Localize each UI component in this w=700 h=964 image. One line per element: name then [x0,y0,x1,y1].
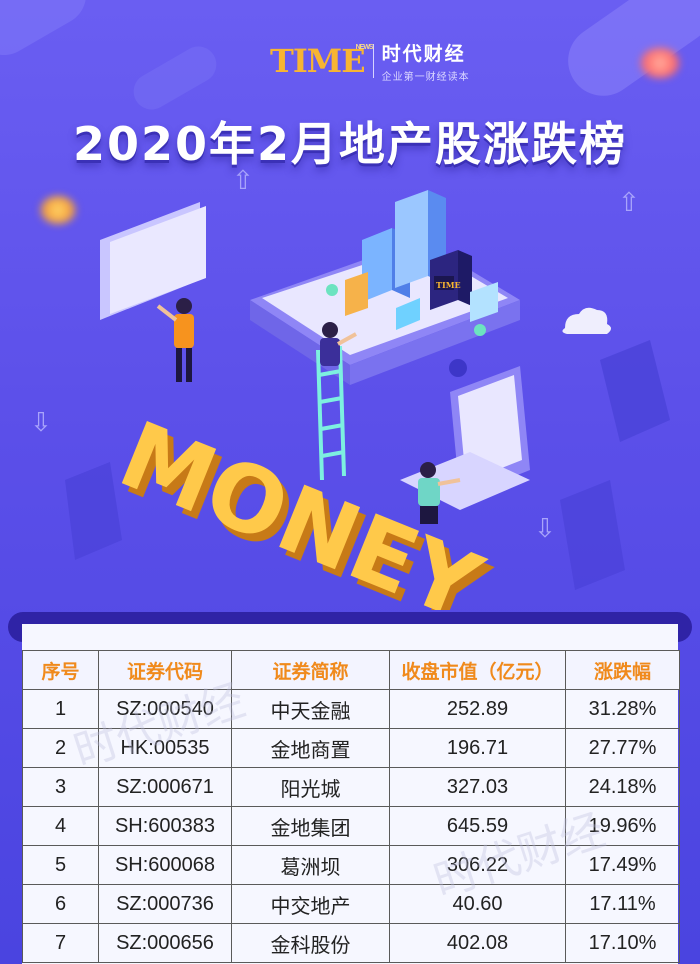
cell-market-cap: 252.89 [389,689,566,729]
money-word: MONEY MONEY [106,401,502,610]
cell-code: SH:600383 [98,806,232,846]
cell-name: 金地商置 [231,728,390,768]
decor-blob [554,0,700,110]
cell-change: 17.11% [565,884,680,924]
decor-glow [40,196,76,224]
cell-change: 17.10% [565,923,680,963]
cell-rank: 2 [22,728,99,768]
cell-change: 24.18% [565,767,680,807]
logo-name: 时代财经 [381,43,466,65]
cell-rank: 5 [22,845,99,885]
person-orange [156,298,194,382]
arrow-up-icon: ⇧ [618,188,640,218]
cell-code: SZ:000671 [98,767,232,807]
cell-code: SZ:000656 [98,923,232,963]
building-badge: TIME [436,280,461,290]
cell-name: 中天金融 [231,689,390,729]
cell-rank: 1 [22,689,99,729]
table-row: 5 SH:600068 葛洲坝 306.22 17.49% [22,845,680,885]
arrow-down-icon: ⇩ [30,408,52,438]
cell-rank: 6 [22,884,99,924]
table-row: 2 HK:00535 金地商置 196.71 27.77% [22,728,680,768]
money-illustration: TIME [65,190,670,610]
logo-mark: TIME NEWS [270,42,374,80]
cell-code: SZ:000540 [98,689,232,729]
cell-market-cap: 402.08 [389,923,566,963]
brand-logo: TIME NEWS 时代财经 企业第一财经读本 [270,36,470,86]
cell-rank: 7 [22,923,99,963]
cell-market-cap: 306.22 [389,845,566,885]
ranking-table: 序号 证券代码 证券简称 收盘市值（亿元） 涨跌幅 1 SZ:000540 中天… [22,650,680,963]
cell-market-cap: 327.03 [389,767,566,807]
header-code: 证券代码 [98,650,232,690]
table-header-row: 序号 证券代码 证券简称 收盘市值（亿元） 涨跌幅 [22,650,680,690]
floating-card [100,202,206,320]
logo-divider [372,44,374,78]
header-name: 证券简称 [231,650,390,690]
header-change: 涨跌幅 [565,650,680,690]
cell-name: 金地集团 [231,806,390,846]
cell-market-cap: 645.59 [389,806,566,846]
cell-name: 金科股份 [231,923,390,963]
cell-market-cap: 196.71 [389,728,566,768]
cell-code: SH:600068 [98,845,232,885]
cell-change: 27.77% [565,728,680,768]
cell-rank: 3 [22,767,99,807]
logo-news: NEWS [355,44,374,51]
arrow-down-icon: ⇩ [534,514,556,544]
cell-market-cap: 40.60 [389,884,566,924]
table-row: 7 SZ:000656 金科股份 402.08 17.10% [22,923,680,963]
table-row: 1 SZ:000540 中天金融 252.89 31.28% [22,689,680,729]
cell-change: 17.49% [565,845,680,885]
table-row: 4 SH:600383 金地集团 645.59 19.96% [22,806,680,846]
cell-name: 葛洲坝 [231,845,390,885]
cell-name: 中交地产 [231,884,390,924]
header-market-cap: 收盘市值（亿元） [389,650,566,690]
cell-change: 19.96% [565,806,680,846]
cell-code: HK:00535 [98,728,232,768]
cloud-icon [562,307,611,334]
decor-blob [0,0,97,66]
cell-rank: 4 [22,806,99,846]
table-row: 3 SZ:000671 阳光城 327.03 24.18% [22,767,680,807]
city-buildings: TIME [326,190,498,336]
decor-blob [127,39,223,117]
person-teal [418,462,461,524]
person-blue [320,322,357,366]
ladder [316,345,346,481]
table-row: 6 SZ:000736 中交地产 40.60 17.11% [22,884,680,924]
cell-change: 31.28% [565,689,680,729]
page-title: 2020年2月地产股涨跌榜 [72,117,628,171]
decor-glow [640,48,680,78]
cell-name: 阳光城 [231,767,390,807]
logo-text: 时代财经 企业第一财经读本 [382,39,470,83]
arrow-up-icon: ⇧ [232,166,254,196]
header-rank: 序号 [22,650,99,690]
logo-slogan: 企业第一财经读本 [381,72,470,83]
cell-code: SZ:000736 [98,884,232,924]
